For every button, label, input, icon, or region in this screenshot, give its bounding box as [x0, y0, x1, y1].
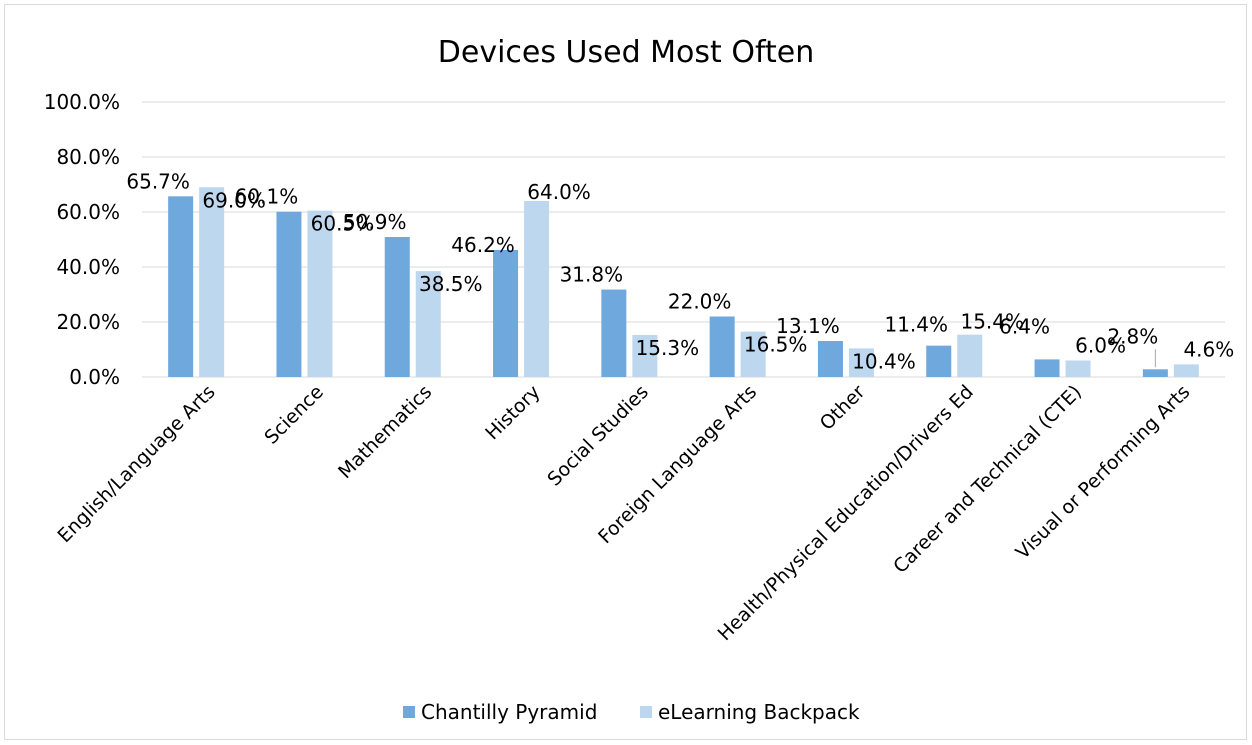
data-label-chantilly-pyramid: 31.8% [560, 263, 624, 287]
bar-chantilly-pyramid [709, 316, 735, 377]
y-tick-label: 40.0% [56, 255, 120, 279]
category-label: Other [816, 381, 870, 435]
category-label: Science [260, 381, 328, 449]
data-label-chantilly-pyramid: 60.1% [235, 185, 299, 209]
data-label-chantilly-pyramid: 2.8% [1107, 324, 1158, 348]
data-label-chantilly-pyramid: 46.2% [451, 233, 515, 257]
bar-elearning-backpack [740, 331, 766, 377]
data-label-elearning-backpack: 64.0% [527, 180, 591, 204]
bar-chantilly-pyramid [817, 340, 843, 377]
category-label: Social Studies [543, 381, 653, 491]
data-label-elearning-backpack: 38.5% [419, 272, 483, 296]
y-tick-label: 60.0% [56, 200, 120, 224]
data-label-chantilly-pyramid: 11.4% [884, 313, 948, 337]
bar-elearning-backpack [1065, 360, 1091, 377]
data-labels: 65.7% 69.0%60.1% 60.5%50.9% 38.5% 46.2% 64.0%… [126, 169, 1234, 373]
y-tick-label: 80.0% [56, 145, 120, 169]
bar-chantilly-pyramid [926, 345, 952, 377]
legend: Chantilly Pyramid eLearning Backpack [403, 700, 860, 724]
bar-elearning-backpack [848, 348, 874, 377]
bar-elearning-backpack [1173, 364, 1199, 377]
y-tick-label: 0.0% [69, 365, 120, 389]
bar-elearning-backpack [415, 271, 441, 377]
data-label-elearning-backpack: 16.5% [744, 333, 808, 357]
data-label-elearning-backpack: 6.0% [1075, 334, 1126, 358]
data-label-chantilly-pyramid: 13.1% [776, 314, 840, 338]
bar-elearning-backpack [199, 187, 225, 377]
chart-title: Devices Used Most Often [438, 35, 814, 70]
legend-label-chantilly-pyramid: Chantilly Pyramid [421, 700, 597, 724]
data-label-chantilly-pyramid: 50.9% [343, 210, 407, 234]
data-label-elearning-backpack: 60.5% [311, 212, 375, 236]
data-label-chantilly-pyramid: 6.4% [999, 314, 1050, 338]
bar-elearning-backpack [307, 210, 333, 377]
category-label: Visual or Performing Arts [1012, 381, 1195, 564]
bar-elearning-backpack [524, 201, 550, 377]
data-label-chantilly-pyramid: 65.7% [126, 169, 190, 193]
category-labels: English/Language Arts Science Mathematics H… [54, 381, 1195, 645]
category-label: English/Language Arts [54, 381, 220, 547]
bar-chantilly-pyramid [1142, 369, 1168, 377]
bar-chantilly-pyramid [384, 237, 410, 377]
data-label-chantilly-pyramid: 22.0% [668, 290, 732, 314]
legend-swatch-chantilly-pyramid [403, 706, 415, 718]
data-label-elearning-backpack: 10.4% [852, 349, 916, 373]
bar-chantilly-pyramid [276, 211, 302, 377]
data-label-elearning-backpack: 69.0% [202, 188, 266, 212]
bar-elearning-backpack [957, 334, 983, 377]
y-tick-label: 100.0% [44, 90, 120, 114]
data-label-elearning-backpack: 4.6% [1183, 337, 1234, 361]
category-label: Mathematics [334, 381, 436, 483]
bar-chantilly-pyramid [493, 249, 519, 377]
legend-label-elearning-backpack: eLearning Backpack [658, 700, 860, 724]
legend-swatch-elearning-backpack [640, 706, 652, 718]
bar-chantilly-pyramid [1034, 359, 1060, 377]
bar-elearning-backpack [632, 334, 658, 377]
category-label: History [481, 381, 544, 444]
bars [168, 187, 1199, 377]
y-tick-label: 20.0% [56, 310, 120, 334]
category-label: Career and Technical (CTE) [889, 381, 1086, 578]
bar-chantilly-pyramid [168, 196, 194, 377]
data-label-elearning-backpack: 15.4% [960, 310, 1024, 334]
data-label-elearning-backpack: 15.3% [636, 336, 700, 360]
bar-chantilly-pyramid [601, 289, 627, 377]
